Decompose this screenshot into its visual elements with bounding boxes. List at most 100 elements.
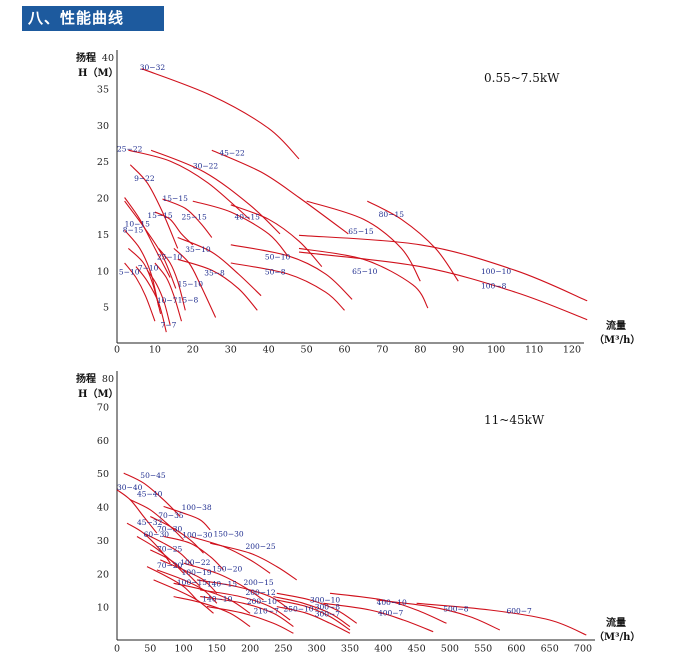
chart1-curve-label: 15−10 [178, 279, 204, 288]
chart2-curve-label: 100−30 [182, 531, 212, 540]
chart1-curve-30-32 [141, 68, 300, 160]
chart2-y-tick: 70 [97, 402, 109, 413]
chart2-y-tick: 10 [97, 603, 109, 614]
chart1-curve-label: 80−15 [379, 210, 405, 219]
chart1-curve-label: 15−15 [163, 194, 189, 203]
chart2-curve-210-7 [206, 606, 294, 634]
chart2-x-tick: 650 [541, 643, 559, 654]
chart2-curve-200-10 [200, 596, 294, 628]
chart1-curve-label: 9−22 [134, 174, 155, 183]
chart2-y-tick: 50 [97, 469, 109, 480]
chart2-curve-label: 100−19 [182, 568, 212, 577]
chart1-y-tick: 5 [103, 303, 109, 314]
chart2-curve-100-30 [163, 535, 224, 571]
chart2-curve-300-8 [276, 599, 351, 631]
chart2-y-label-2: H（M） [78, 387, 119, 400]
chart1-curve-label: 25−10 [157, 252, 183, 261]
chart2-curve-400-7 [323, 602, 434, 633]
chart1-curve-100-10 [298, 234, 588, 302]
chart2-y-tick: 80 [102, 374, 114, 385]
chart2-curve-label: 250−10 [283, 605, 313, 614]
chart2-curve-100-15 [153, 579, 214, 614]
chart2-curve-label: 70−30 [157, 525, 183, 534]
chart2-curve-label: 70−25 [157, 545, 183, 554]
chart2-curve-label: 150−20 [212, 565, 242, 574]
chart2-x-tick: 550 [474, 643, 492, 654]
chart2-curve-200-12 [200, 589, 291, 621]
chart2-curve-100-38 [163, 505, 211, 531]
chart1-y-label-1: 扬程 [76, 51, 96, 64]
chart1-y-tick: 20 [97, 194, 109, 205]
chart1-curve-7-10 [124, 229, 160, 307]
chart2-curve-label: 150−30 [214, 530, 244, 539]
chart1-curve-label: 30−32 [140, 63, 166, 72]
chart1-curve-label: 5−10 [119, 268, 140, 277]
chart1-curve-label: 40−15 [235, 212, 261, 221]
chart1-curve-label: 65−10 [352, 267, 378, 276]
chart2-curve-label: 140−10 [202, 595, 232, 604]
chart2-curve-200-25 [210, 542, 298, 581]
chart1-curve-50-8 [230, 262, 345, 311]
chart2-x-tick: 600 [507, 643, 525, 654]
chart1-y-tick: 15 [97, 230, 109, 241]
chart1-curve-8-15 [124, 197, 171, 278]
chart1-curve-label: 35−10 [185, 245, 211, 254]
chart1-x-tick: 80 [414, 344, 426, 355]
chart1-y-tick: 35 [97, 84, 109, 95]
chart2-curve-300-7 [276, 606, 351, 634]
chart1-curve-label: 7−7 [161, 321, 177, 330]
chart2-curve-200-15 [196, 579, 291, 611]
chart2-x-tick: 350 [341, 643, 359, 654]
chart1-x-tick: 30 [225, 344, 237, 355]
chart2-curve-label: 300−7 [315, 610, 341, 619]
chart2-curve-label: 100−15 [177, 578, 207, 587]
chart2-curve-label: 200−15 [243, 578, 273, 587]
chart2-curve-45-40 [130, 499, 184, 541]
chart1-curve-10-15 [124, 200, 177, 289]
chart1-x-tick: 50 [301, 344, 313, 355]
chart1-curve-label: 8−15 [123, 225, 144, 234]
chart1-curve-label: 100−8 [481, 281, 507, 290]
chart2-x-label-2: （M³/h） [594, 630, 640, 643]
chart2-curve-70-30 [143, 532, 194, 567]
chart2-y-tick: 20 [97, 569, 109, 580]
chart1-curve-7-7 [135, 266, 167, 333]
chart1-x-label-1: 流量 [606, 319, 626, 332]
chart2-curve-label: 70−35 [158, 511, 184, 520]
chart2-curve-label: 400−7 [378, 609, 404, 618]
chart1-curve-80-15 [367, 200, 459, 282]
chart2-curve-250-10 [273, 596, 351, 628]
chart1-x-tick: 70 [376, 344, 388, 355]
chart2-y-label-1: 扬程 [76, 372, 96, 385]
chart1-x-tick: 40 [263, 344, 275, 355]
chart2-curve-label: 140−15 [207, 580, 237, 589]
chart2-curve-label: 200−10 [247, 597, 277, 606]
chart2-power-label: 11~45kW [484, 413, 545, 427]
chart1-curve-50-10 [230, 244, 353, 300]
chart1-curve-100-8 [298, 251, 588, 321]
chart1-x-tick: 90 [452, 344, 464, 355]
chart2-curve-label: 400−10 [377, 598, 407, 607]
chart1-curve-15-15 [162, 198, 213, 238]
chart2-curve-100-22 [160, 559, 218, 594]
chart2-curve-150-20 [183, 562, 264, 601]
chart1-curve-label: 15−15 [147, 211, 173, 220]
chart1-x-tick: 120 [563, 344, 581, 355]
chart1-curve-label: 25−22 [117, 145, 143, 154]
chart2-x-tick: 200 [241, 643, 259, 654]
chart1-curve-9-22 [129, 164, 179, 249]
chart2-curve-400-10 [329, 592, 447, 624]
chart1-curve-15-10 [158, 248, 186, 311]
chart1-curve-label: 7−10 [138, 263, 159, 272]
chart1-y-tick: 40 [102, 53, 114, 64]
chart2-y-tick: 30 [97, 536, 109, 547]
chart2-curve-label: 200−25 [245, 542, 275, 551]
chart2-curve-label: 300−8 [315, 602, 341, 611]
chart2-curve-70-25 [150, 549, 201, 587]
chart1-y-tick: 30 [97, 121, 109, 132]
chart2-x-tick: 500 [441, 643, 459, 654]
chart1-curve-label: 50−8 [265, 268, 286, 277]
chart1-curve-label: 15−8 [178, 295, 199, 304]
chart2-curve-label: 200−12 [245, 588, 275, 597]
chart1-curve-label: 50−10 [265, 252, 291, 261]
